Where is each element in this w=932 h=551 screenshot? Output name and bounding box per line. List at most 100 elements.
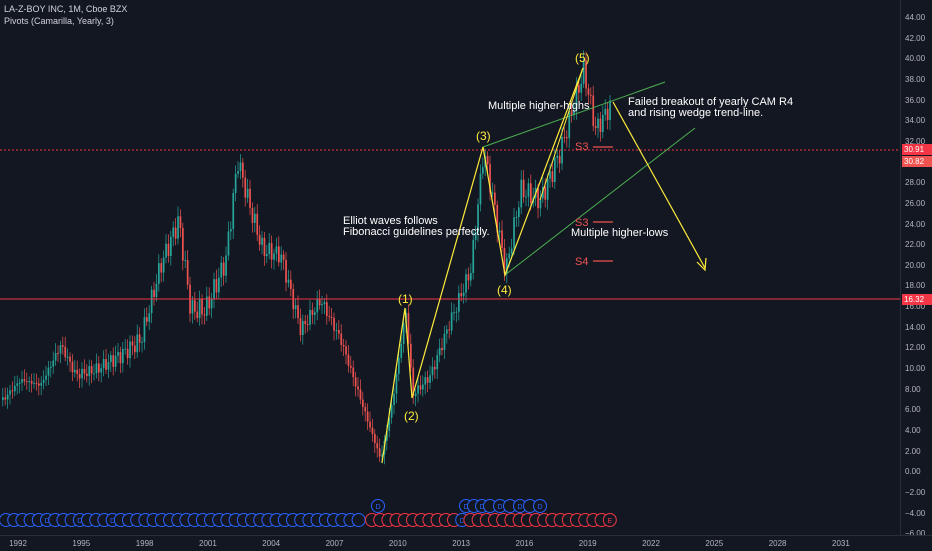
candle-body [448,329,451,331]
candle-body [388,417,391,432]
candle-body [530,183,532,203]
indicator-title[interactable]: Pivots (Camarilla, Yearly, 3) [4,16,114,26]
candle-body [174,227,177,239]
candle-body [585,60,587,89]
price-tick: 20.00 [905,260,926,270]
candle-body [30,381,33,384]
chart-area[interactable]: (1) (2) (3) (4) (5) Elliot waves follows… [0,0,900,535]
candle-body [546,178,549,200]
candle-body [129,341,131,359]
time-tick: 2019 [578,539,597,548]
candle-body [213,279,215,299]
candle-body [362,399,364,407]
candle-body [592,95,595,126]
candle-body [62,345,64,347]
price-label-level-2: 16.32 [902,294,932,305]
candle-body [515,217,518,219]
time-tick: 2007 [325,539,344,548]
event-marker-label: D [460,518,465,525]
candle-body [482,167,484,174]
candle-body [318,299,321,306]
time-tick: 2013 [452,539,470,548]
candle-body [491,192,494,194]
candle-body [35,382,38,384]
candle-body [230,228,232,232]
time-tick: 2031 [831,539,850,548]
time-tick: 2025 [705,539,724,548]
candle-body [606,108,609,121]
candle-body [470,272,472,281]
wave-1-label: (1) [398,292,413,306]
candle-body [566,137,568,139]
candle-body [218,277,220,293]
candle-body [254,213,256,223]
price-axis[interactable]: 44.0042.0040.0038.0036.0034.0032.0030.00… [900,0,932,539]
candle-body [11,390,14,392]
candle-body [42,379,45,383]
price-tick: 14.00 [905,322,926,332]
candle-body [590,94,592,96]
candle-body [88,366,91,377]
candle-body [326,302,328,317]
pivot-s3-label: S3 [575,217,588,229]
candle-body [95,363,98,374]
event-marker-label: D [517,504,522,511]
candle-body [285,259,287,283]
candle-body [198,299,201,318]
candle-body [477,204,479,233]
candle-body [424,377,427,385]
price-tick: −6.00 [905,529,926,539]
candle-body [170,236,172,256]
candle-body [306,324,309,326]
projection-arrow-line[interactable] [612,101,706,269]
candle-body [537,187,539,209]
candle-body [587,88,590,95]
breakout-note-line2: and rising wedge trend-line. [628,107,763,119]
candle-body [33,382,35,384]
candle-body [429,375,431,383]
candle-body [66,356,69,358]
candle-body [179,216,182,228]
candle-body [23,379,26,382]
event-marker-icon[interactable] [533,499,547,513]
candle-body [78,374,81,379]
price-tick: 22.00 [905,240,926,250]
wedge-lower-trendline[interactable] [504,127,696,276]
time-axis[interactable]: 1992 1995 1998 2001 2004 2007 2010 2013 2016 2019… [0,535,932,551]
candle-body [357,386,359,390]
candle-body [417,385,419,394]
price-chart[interactable]: (1) (2) (3) (4) (5) Elliot waves follows… [0,0,900,535]
candle-body [378,448,381,457]
candle-body [522,179,525,197]
event-marker-icon[interactable] [351,513,366,527]
candle-body [251,207,254,223]
symbol-title[interactable]: LA-Z-BOY INC, 1M, Cboe BZX [4,4,128,14]
candle-body [112,355,115,367]
candle-body [90,366,93,374]
candle-body [194,300,196,312]
candle-body [393,393,395,405]
price-tick: 28.00 [905,178,926,188]
candle-body [258,234,261,245]
candlestick-series [2,50,611,465]
candle-body [496,204,499,233]
candle-body [232,192,235,229]
candle-body [74,369,76,373]
event-marker-icon[interactable] [371,499,385,513]
candle-body [549,171,551,179]
candle-body [374,433,376,444]
candle-body [450,312,453,331]
candle-body [573,111,575,116]
candle-body [83,368,86,374]
candle-body [508,253,511,259]
candle-body [122,348,124,364]
candle-body [386,431,388,441]
candle-body [287,279,290,283]
candle-body [558,155,561,164]
candle-body [455,311,458,313]
elliott-wave-path[interactable] [381,67,584,464]
event-marker-icon[interactable] [602,513,617,527]
candle-body [184,259,187,261]
candle-body [350,365,352,368]
wedge-upper-trendline[interactable] [482,81,666,148]
